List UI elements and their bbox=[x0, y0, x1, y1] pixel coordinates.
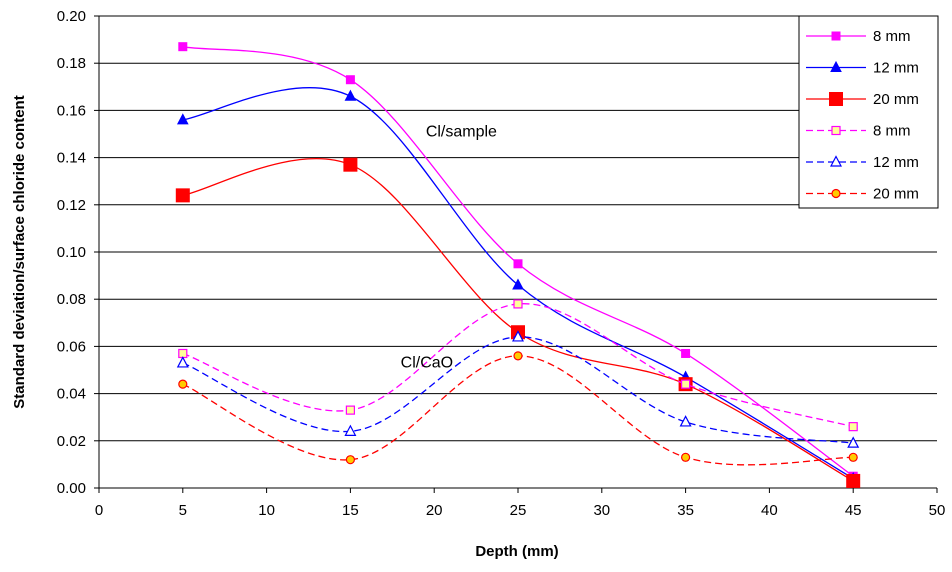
y-tick-labels: 0.00 0.02 0.04 0.06 0.08 0.10 0.12 0.14 0.16 0.18… bbox=[57, 8, 86, 497]
x-tick-label: 15 bbox=[342, 502, 359, 519]
data-point bbox=[847, 436, 860, 448]
legend-label: 12 mm bbox=[873, 154, 919, 171]
legend-marker bbox=[830, 155, 842, 167]
series-line bbox=[182, 87, 854, 480]
data-point bbox=[176, 113, 189, 125]
data-point bbox=[512, 330, 524, 342]
data-point bbox=[343, 157, 358, 172]
data-point bbox=[513, 299, 523, 309]
data-point bbox=[846, 473, 861, 488]
y-tick-label: 0.08 bbox=[57, 291, 86, 308]
data-point bbox=[344, 424, 357, 436]
x-tick-label: 30 bbox=[593, 502, 610, 519]
y-tick-label: 0.00 bbox=[57, 480, 86, 497]
legend: 8 mm 12 mm 20 mm 8 mm 12 mm 20 mm bbox=[798, 15, 939, 209]
data-point bbox=[512, 278, 524, 290]
y-tick-label: 0.12 bbox=[57, 197, 86, 214]
data-point bbox=[848, 422, 858, 432]
data-point bbox=[513, 351, 523, 361]
legend-label: 20 mm bbox=[873, 91, 919, 108]
legend-marker bbox=[831, 125, 841, 136]
y-tick-label: 0.20 bbox=[57, 8, 86, 25]
legend-label: 8 mm bbox=[873, 123, 911, 140]
data-point bbox=[848, 452, 858, 462]
legend-label: 20 mm bbox=[873, 186, 919, 203]
data-point bbox=[175, 188, 190, 203]
data-point bbox=[345, 455, 355, 465]
data-point bbox=[178, 42, 188, 52]
data-point bbox=[681, 348, 691, 358]
annotations: Cl/sample Cl/CaO bbox=[401, 123, 497, 371]
annotation-label: Cl/sample bbox=[426, 123, 497, 140]
x-tick-label: 10 bbox=[258, 502, 275, 519]
x-tick-labels: 0 5 10 15 20 25 30 35 40 45 50 bbox=[95, 502, 946, 519]
legend-label: 8 mm bbox=[873, 28, 911, 45]
data-point bbox=[513, 259, 523, 269]
x-axis-title: Depth (mm) bbox=[475, 543, 558, 560]
y-tick-label: 0.18 bbox=[57, 55, 86, 72]
x-tick-label: 20 bbox=[426, 502, 443, 519]
data-point bbox=[344, 89, 357, 101]
x-tick-label: 50 bbox=[929, 502, 946, 519]
x-tick-label: 0 bbox=[95, 502, 103, 519]
data-point bbox=[680, 452, 691, 462]
data-point bbox=[176, 356, 189, 368]
y-tick-label: 0.10 bbox=[57, 244, 86, 261]
y-tick-label: 0.06 bbox=[57, 338, 86, 355]
series-6 bbox=[178, 351, 858, 466]
y-tick-label: 0.04 bbox=[57, 386, 86, 403]
y-axis-title: Standard deviation/surface chloride cont… bbox=[11, 95, 28, 408]
legend-label: 12 mm bbox=[873, 60, 919, 77]
legend-marker bbox=[829, 92, 843, 106]
legend-marker bbox=[830, 60, 842, 72]
annotation-label: Cl/CaO bbox=[401, 355, 453, 372]
data-point bbox=[345, 405, 355, 415]
data-point bbox=[345, 75, 355, 85]
x-tick-label: 35 bbox=[677, 502, 694, 519]
legend-marker bbox=[831, 31, 841, 41]
y-tick-label: 0.02 bbox=[57, 433, 86, 450]
series-5 bbox=[176, 330, 860, 448]
x-tick-label: 5 bbox=[179, 502, 187, 519]
legend-box bbox=[798, 15, 939, 209]
data-point bbox=[178, 379, 188, 389]
data-point bbox=[680, 379, 691, 389]
x-tick-label: 25 bbox=[510, 502, 527, 519]
legend-marker bbox=[831, 188, 841, 199]
y-tick-label: 0.16 bbox=[57, 102, 86, 119]
data-point bbox=[679, 415, 692, 427]
series-layer bbox=[175, 42, 861, 488]
y-tick-label: 0.14 bbox=[57, 150, 86, 167]
x-tick-label: 45 bbox=[845, 502, 862, 519]
gridlines bbox=[94, 15, 937, 489]
axes bbox=[98, 16, 938, 493]
x-tick-label: 40 bbox=[761, 502, 778, 519]
